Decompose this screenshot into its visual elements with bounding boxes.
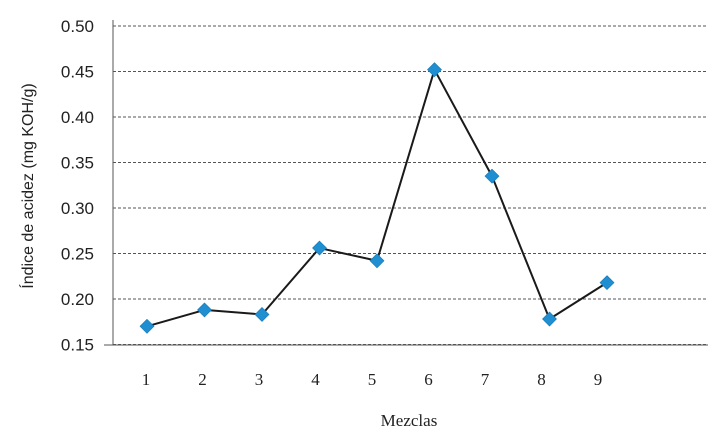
y-tick-label: 0.30	[61, 199, 94, 218]
x-tick-label: 9	[594, 370, 603, 389]
x-axis-title: Mezclas	[381, 411, 438, 430]
y-tick-labels: 0.50 0.45 0.40 0.35 0.30 0.25 0.20 0.15	[61, 17, 94, 355]
x-tick-label: 3	[255, 370, 264, 389]
x-tick-label: 8	[537, 370, 546, 389]
x-tick-labels: 1 2 3 4 5 6 7 8 9	[142, 370, 603, 389]
y-axis-title: Índice de acidez (mg KOH/g)	[18, 83, 37, 288]
data-point-marker	[312, 240, 327, 256]
data-point-marker	[254, 307, 270, 322]
data-point-marker	[542, 311, 557, 327]
y-tick-label: 0.45	[61, 63, 94, 82]
data-point-marker	[139, 318, 155, 334]
x-tick-label: 2	[198, 370, 207, 389]
y-tick-label: 0.20	[61, 290, 94, 309]
y-tick-label: 0.40	[61, 108, 94, 127]
x-tick-label: 7	[481, 370, 490, 389]
y-tick-label: 0.25	[61, 245, 94, 264]
x-tick-label: 6	[424, 370, 433, 389]
series-line-path	[146, 68, 608, 328]
x-tick-label: 4	[311, 370, 320, 389]
x-tick-label: 5	[368, 370, 377, 389]
x-tick-label: 1	[142, 370, 151, 389]
y-tick-label: 0.50	[61, 17, 94, 36]
data-point-marker	[197, 302, 212, 318]
y-tick-label: 0.35	[61, 154, 94, 173]
series-markers	[139, 62, 615, 334]
axes	[104, 20, 708, 346]
data-point-marker	[484, 168, 500, 184]
series-line	[146, 68, 608, 328]
data-point-marker	[369, 253, 385, 269]
data-point-marker	[427, 62, 442, 78]
gridlines	[113, 25, 708, 345]
y-tick-label: 0.15	[61, 336, 94, 355]
data-point-marker	[599, 275, 615, 291]
